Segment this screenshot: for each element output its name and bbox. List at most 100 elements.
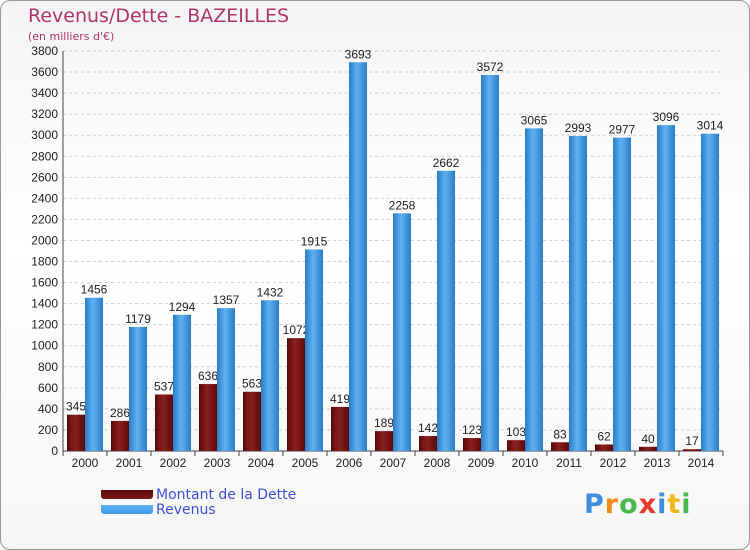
bar-dette: [375, 431, 393, 451]
logo-letter: x: [638, 489, 658, 520]
x-tick-label: 2014: [688, 456, 715, 470]
y-tick-label: 800: [38, 360, 58, 374]
y-tick-label: 2000: [31, 233, 58, 247]
data-label-dette: 103: [506, 425, 526, 439]
data-label-dette: 62: [597, 429, 611, 443]
logo-letter: i: [657, 489, 668, 520]
bar-dette: [111, 420, 129, 451]
bar-dette: [243, 391, 261, 451]
data-label-revenus: 1357: [213, 293, 240, 307]
legend-swatch-dette: [101, 490, 153, 499]
bar-revenus: [349, 62, 367, 452]
bar-revenus: [129, 326, 147, 451]
data-label-revenus: 1179: [125, 312, 151, 326]
bar-dette: [199, 384, 217, 451]
x-tick-label: 2013: [644, 456, 671, 470]
data-label-dette: 286: [110, 406, 130, 420]
data-label-dette: 537: [154, 379, 174, 393]
x-tick-label: 2007: [380, 456, 407, 470]
y-tick-label: 0: [51, 444, 58, 458]
data-label-revenus: 1432: [257, 285, 284, 299]
bar-revenus: [261, 300, 279, 451]
bar-dette: [331, 406, 349, 451]
data-label-revenus: 3096: [653, 110, 680, 124]
y-tick-label: 2400: [31, 191, 58, 205]
legend-label-dette: Montant de la Dette: [156, 487, 297, 503]
data-label-revenus: 1294: [169, 300, 196, 314]
data-label-dette: 123: [462, 423, 482, 437]
y-tick-label: 3200: [31, 107, 58, 121]
bar-dette: [683, 449, 701, 451]
x-tick-label: 2003: [204, 456, 231, 470]
data-label-revenus: 1456: [81, 283, 108, 297]
y-tick-label: 2600: [31, 170, 58, 184]
bar-revenus: [393, 213, 411, 451]
x-tick-label: 2006: [336, 456, 363, 470]
data-label-revenus: 3693: [345, 47, 372, 61]
y-tick-label: 3400: [31, 86, 58, 100]
data-label-dette: 189: [374, 416, 394, 430]
bar-revenus: [701, 133, 719, 451]
bar-revenus: [481, 75, 499, 451]
data-label-dette: 142: [418, 421, 438, 435]
data-label-revenus: 2258: [389, 198, 416, 212]
x-tick-label: 2002: [160, 456, 187, 470]
bar-dette: [507, 440, 525, 451]
data-label-dette: 17: [685, 434, 699, 448]
y-tick-label: 3000: [31, 128, 58, 142]
y-tick-label: 3800: [31, 44, 58, 58]
data-label-revenus: 2993: [565, 121, 592, 135]
logo-letter: r: [604, 489, 620, 520]
data-label-revenus: 1915: [301, 234, 328, 248]
x-tick-label: 2008: [424, 456, 451, 470]
logo-letter: P: [584, 489, 605, 520]
y-tick-label: 1200: [31, 318, 58, 332]
bar-revenus: [569, 135, 587, 451]
data-label-dette: 636: [198, 369, 218, 383]
bar-revenus: [657, 125, 675, 452]
x-tick-label: 2009: [468, 456, 495, 470]
x-tick-label: 2012: [600, 456, 627, 470]
legend-label-revenus: Revenus: [156, 502, 216, 518]
data-label-revenus: 3572: [477, 60, 504, 74]
bar-revenus: [437, 170, 455, 451]
y-tick-label: 2800: [31, 149, 58, 163]
y-tick-label: 1400: [31, 297, 58, 311]
bar-dette: [463, 438, 481, 451]
y-tick-label: 2200: [31, 212, 58, 226]
bar-revenus: [305, 249, 323, 451]
data-label-revenus: 2662: [433, 156, 460, 170]
data-label-dette: 40: [641, 432, 655, 446]
data-label-revenus: 3014: [697, 119, 724, 133]
bar-dette: [595, 444, 613, 451]
bar-dette: [287, 338, 305, 451]
logo-letter: t: [667, 489, 682, 520]
bar-revenus: [173, 314, 191, 451]
x-tick-label: 2001: [116, 456, 143, 470]
bar-revenus: [525, 128, 543, 452]
y-tick-label: 400: [38, 402, 58, 416]
y-tick-label: 600: [38, 381, 58, 395]
chart-title: Revenus/Dette - BAZEILLES: [28, 5, 290, 27]
chart-subtitle: (en milliers d'€): [28, 30, 115, 43]
y-tick-label: 200: [38, 423, 58, 437]
bar-revenus: [613, 137, 631, 451]
data-label-dette: 345: [66, 400, 86, 414]
data-label-dette: 563: [242, 377, 262, 391]
data-label-revenus: 2977: [609, 123, 636, 137]
bar-revenus: [85, 297, 103, 451]
x-tick-label: 2000: [72, 456, 99, 470]
y-tick-label: 1000: [31, 339, 58, 353]
y-tick-label: 1600: [31, 276, 58, 290]
x-tick-label: 2005: [292, 456, 319, 470]
bar-dette: [551, 442, 569, 451]
data-label-dette: 1072: [283, 323, 310, 337]
x-tick-label: 2004: [248, 456, 275, 470]
y-tick-label: 1800: [31, 255, 58, 269]
logo-letter: i: [681, 489, 692, 520]
proxiti-logo: Proxiti: [584, 489, 692, 520]
y-tick-label: 3600: [31, 65, 58, 79]
bar-dette: [67, 414, 85, 451]
